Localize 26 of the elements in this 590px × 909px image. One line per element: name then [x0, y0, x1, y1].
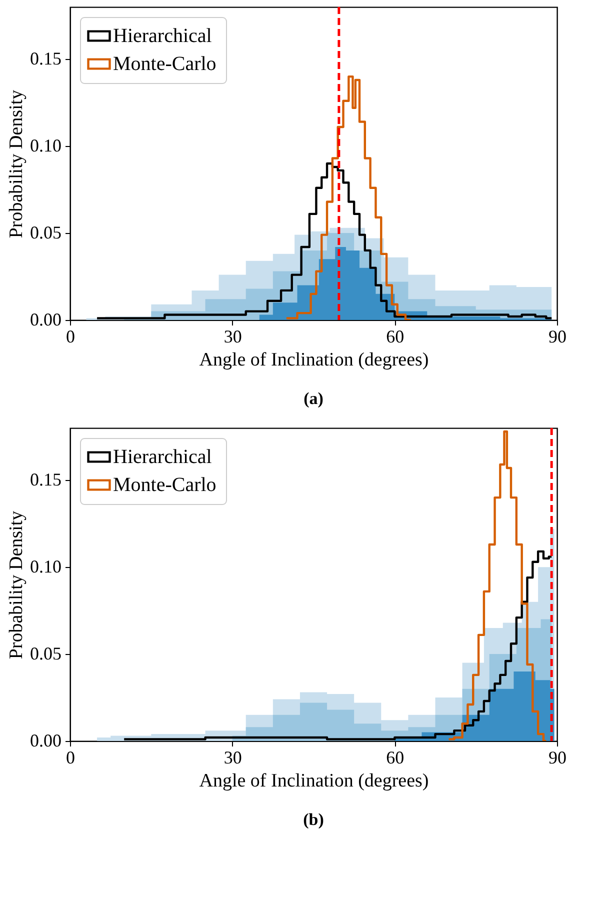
- x-tick-label: 0: [66, 748, 75, 768]
- legend-label: Monte-Carlo: [113, 474, 216, 496]
- legend-label: Hierarchical: [113, 446, 212, 468]
- text: (b): [303, 810, 324, 829]
- x-tick-label: 30: [224, 326, 242, 346]
- y-tick-label: 0.10: [30, 556, 62, 577]
- y-tick-label: 0.00: [30, 730, 62, 750]
- x-tick-label: 0: [66, 326, 75, 346]
- legend-label: Monte-Carlo: [113, 53, 216, 75]
- x-tick-label: 90: [548, 326, 566, 346]
- text: (a): [304, 389, 324, 408]
- x-tick-label: 60: [386, 748, 404, 768]
- y-tick-label: 0.15: [30, 470, 62, 490]
- x-tick-label: 30: [224, 748, 242, 768]
- x-axis-title: Angle of Inclination (degrees): [199, 770, 429, 792]
- y-tick-label: 0.00: [30, 310, 62, 330]
- y-axis-title: Probability Density: [6, 89, 27, 238]
- x-tick-label: 60: [386, 326, 404, 346]
- x-tick-label: 90: [548, 748, 566, 768]
- y-axis-title: Probability Density: [6, 510, 27, 660]
- y-tick-label: 0.05: [30, 222, 62, 243]
- y-tick-label: 0.05: [30, 644, 62, 664]
- x-axis-title: Angle of Inclination (degrees): [199, 350, 429, 370]
- y-tick-label: 0.15: [30, 48, 62, 69]
- legend-label: Hierarchical: [113, 25, 212, 47]
- y-tick-label: 0.10: [30, 136, 62, 156]
